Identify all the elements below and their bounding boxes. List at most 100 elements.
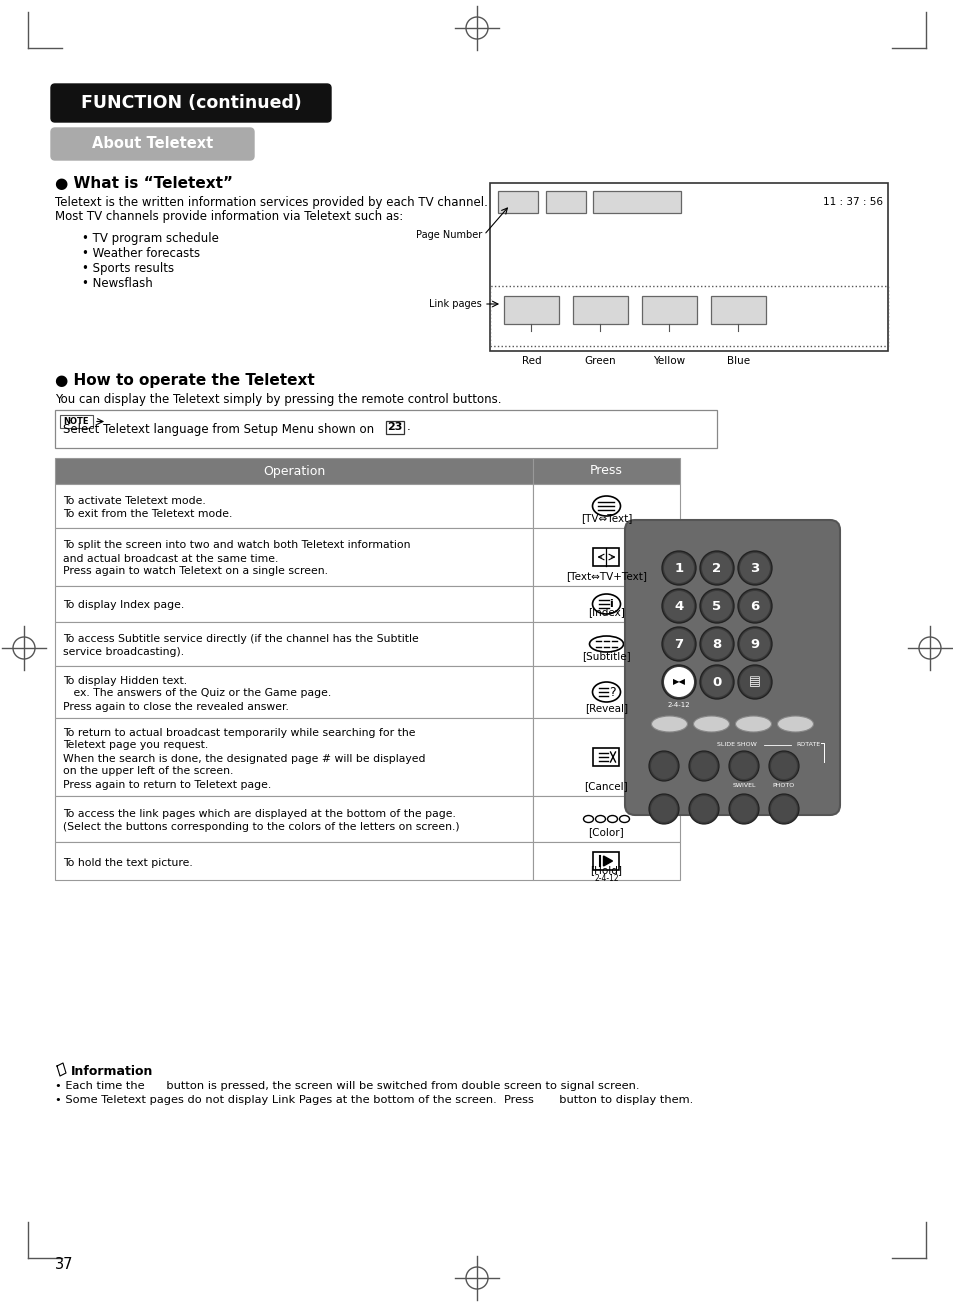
Text: To display Index page.: To display Index page. — [63, 601, 184, 610]
Bar — [490, 286, 887, 346]
Ellipse shape — [663, 592, 693, 620]
Bar — [55, 528, 533, 586]
Text: (Select the buttons corresponding to the colors of the letters on screen.): (Select the buttons corresponding to the… — [63, 821, 459, 832]
Text: 9: 9 — [750, 637, 759, 650]
Bar — [533, 485, 679, 528]
Ellipse shape — [700, 665, 733, 699]
Text: 6: 6 — [750, 599, 759, 613]
Bar — [533, 842, 679, 880]
Ellipse shape — [700, 589, 733, 623]
Text: ex. The answers of the Quiz or the Game page.: ex. The answers of the Quiz or the Game … — [63, 688, 331, 699]
Bar — [641, 296, 697, 324]
Ellipse shape — [693, 716, 729, 731]
Bar — [533, 458, 679, 485]
Text: .: . — [407, 421, 411, 434]
Text: [Index]: [Index] — [587, 607, 624, 616]
Ellipse shape — [663, 629, 693, 660]
Text: [Hold]: [Hold] — [590, 865, 622, 875]
Bar — [497, 191, 537, 213]
Ellipse shape — [592, 682, 619, 703]
Text: • Weather forecasts: • Weather forecasts — [82, 247, 200, 260]
Ellipse shape — [648, 794, 679, 824]
Bar — [490, 183, 887, 351]
Text: Teletext is the written information services provided by each TV channel.: Teletext is the written information serv… — [55, 196, 487, 209]
Text: • TV program schedule: • TV program schedule — [82, 232, 218, 246]
Bar — [533, 795, 679, 842]
Text: You can display the Teletext simply by pressing the remote control buttons.: You can display the Teletext simply by p… — [55, 393, 501, 406]
Text: To display Hidden text.: To display Hidden text. — [63, 675, 187, 686]
Text: Press again to close the revealed answer.: Press again to close the revealed answer… — [63, 701, 289, 712]
Ellipse shape — [663, 552, 693, 582]
Ellipse shape — [768, 751, 799, 781]
Text: 8: 8 — [712, 637, 720, 650]
Text: About Teletext: About Teletext — [91, 137, 213, 151]
Bar — [593, 852, 618, 870]
Ellipse shape — [661, 627, 696, 661]
Ellipse shape — [701, 629, 731, 660]
Text: To hold the text picture.: To hold the text picture. — [63, 858, 193, 867]
Text: To activate Teletext mode.: To activate Teletext mode. — [63, 496, 206, 505]
Text: When the search is done, the designated page # will be displayed: When the search is done, the designated … — [63, 754, 425, 764]
Bar — [533, 718, 679, 795]
Bar — [533, 666, 679, 718]
Ellipse shape — [700, 627, 733, 661]
Bar — [55, 718, 533, 795]
Text: ▶◀: ▶◀ — [672, 678, 685, 687]
Ellipse shape — [738, 665, 771, 699]
Ellipse shape — [730, 754, 757, 778]
Bar — [503, 296, 558, 324]
Text: [Subtitle]: [Subtitle] — [581, 650, 630, 661]
Text: Blue: Blue — [726, 357, 749, 366]
Text: 7: 7 — [674, 637, 683, 650]
Text: Link pages: Link pages — [429, 299, 481, 310]
Text: PHOTO: PHOTO — [772, 784, 794, 788]
Text: Press: Press — [590, 465, 622, 478]
Text: Red: Red — [521, 357, 540, 366]
Text: Information: Information — [71, 1064, 153, 1077]
Bar — [55, 666, 533, 718]
Ellipse shape — [661, 665, 696, 699]
Text: To exit from the Teletext mode.: To exit from the Teletext mode. — [63, 509, 233, 518]
Bar — [573, 296, 627, 324]
Ellipse shape — [740, 592, 769, 620]
Ellipse shape — [768, 794, 799, 824]
Text: i: i — [609, 599, 613, 609]
Text: [TV⇔Text]: [TV⇔Text] — [580, 513, 632, 522]
Bar — [55, 485, 533, 528]
Bar — [710, 296, 765, 324]
Text: service broadcasting).: service broadcasting). — [63, 646, 184, 657]
FancyBboxPatch shape — [51, 128, 253, 161]
Text: Press again to watch Teletext on a single screen.: Press again to watch Teletext on a singl… — [63, 567, 328, 576]
Text: 3: 3 — [750, 562, 759, 575]
Bar — [533, 622, 679, 666]
Bar — [55, 410, 717, 448]
Ellipse shape — [738, 627, 771, 661]
Ellipse shape — [770, 754, 796, 778]
Ellipse shape — [740, 629, 769, 660]
Bar — [533, 586, 679, 622]
Ellipse shape — [701, 592, 731, 620]
Ellipse shape — [648, 751, 679, 781]
Ellipse shape — [688, 751, 719, 781]
Text: FUNCTION (continued): FUNCTION (continued) — [81, 94, 301, 112]
Text: [Reveal]: [Reveal] — [584, 703, 627, 713]
Ellipse shape — [730, 795, 757, 821]
Bar — [55, 458, 533, 485]
Bar — [55, 586, 533, 622]
Bar — [533, 528, 679, 586]
Text: and actual broadcast at the same time.: and actual broadcast at the same time. — [63, 554, 278, 563]
Text: 0: 0 — [712, 675, 720, 688]
Ellipse shape — [688, 794, 719, 824]
Text: Page Number: Page Number — [416, 230, 481, 240]
Text: ● What is “Teletext”: ● What is “Teletext” — [55, 176, 233, 191]
Ellipse shape — [777, 716, 813, 731]
Bar — [55, 842, 533, 880]
Text: Most TV channels provide information via Teletext such as:: Most TV channels provide information via… — [55, 210, 403, 223]
Ellipse shape — [701, 552, 731, 582]
Text: [Text⇔TV+Text]: [Text⇔TV+Text] — [565, 571, 646, 581]
Text: ▤: ▤ — [748, 675, 760, 688]
Text: • Each time the      button is pressed, the screen will be switched from double : • Each time the button is pressed, the s… — [55, 1081, 639, 1091]
Text: NOTE: NOTE — [64, 417, 90, 426]
Ellipse shape — [738, 589, 771, 623]
Text: To access Subtitle service directly (if the channel has the Subtitle: To access Subtitle service directly (if … — [63, 633, 418, 644]
